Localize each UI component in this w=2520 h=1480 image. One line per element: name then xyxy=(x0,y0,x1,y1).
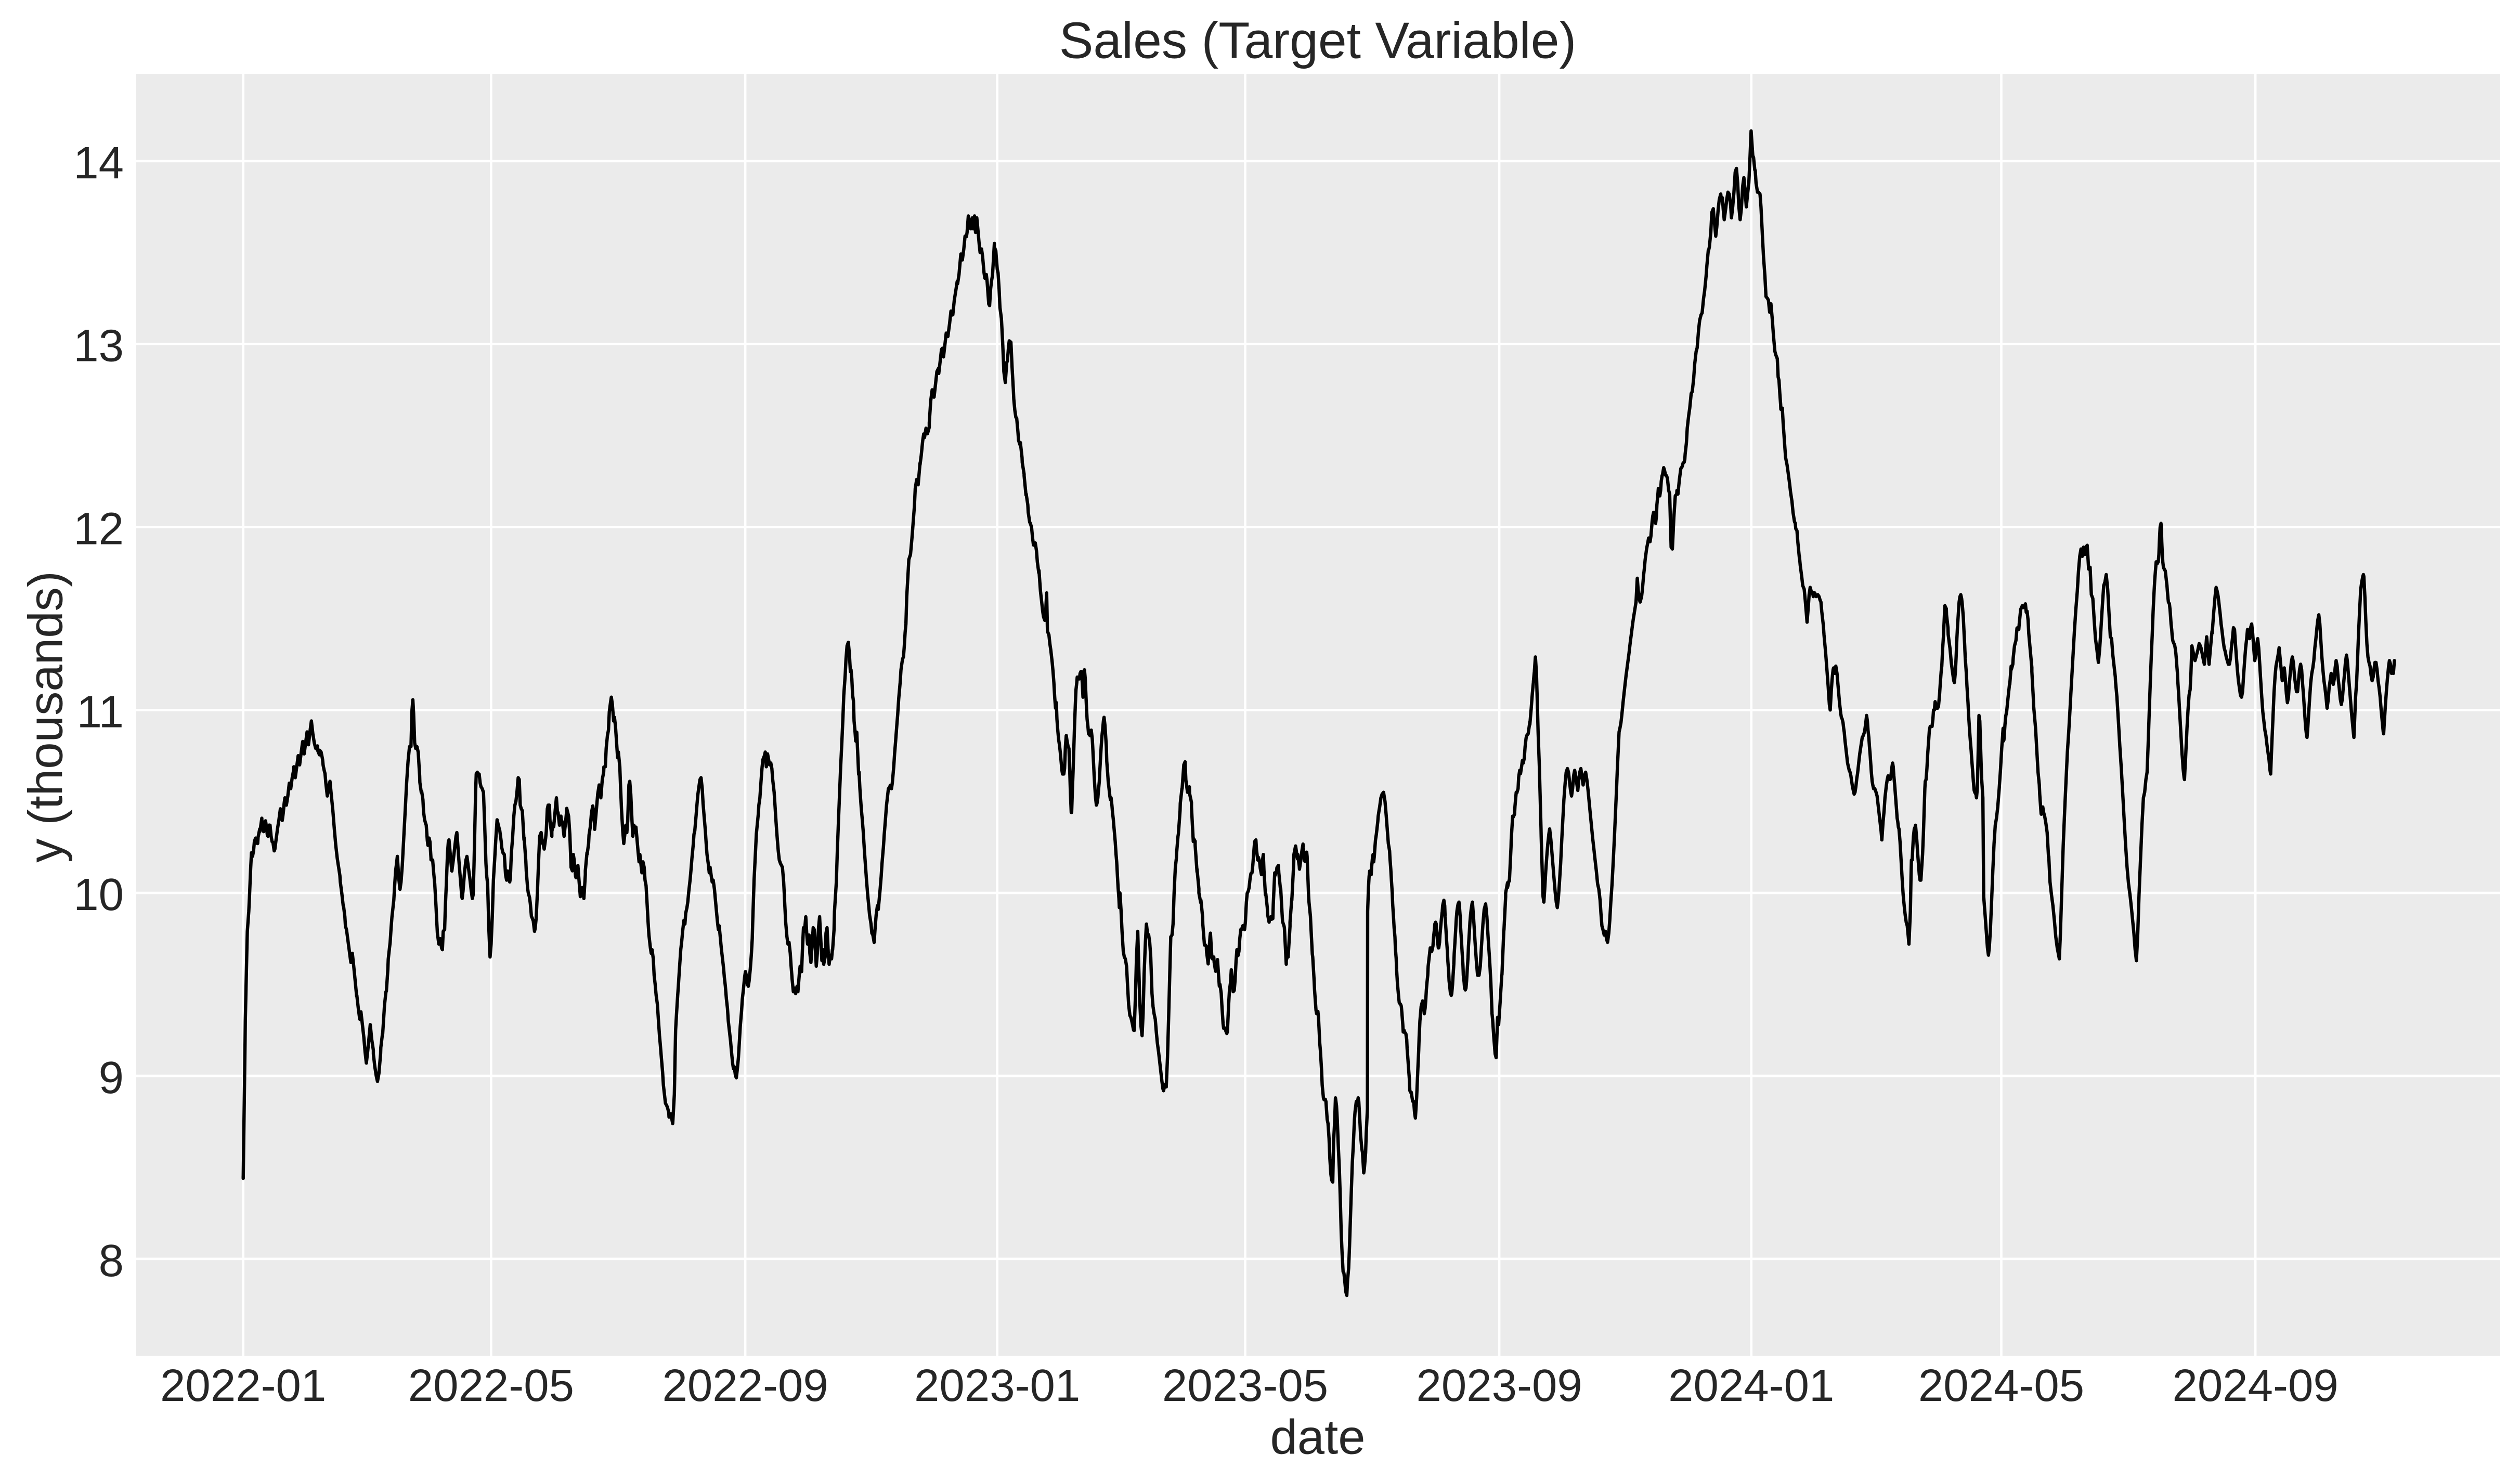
svg-text:Sales (Target Variable): Sales (Target Variable) xyxy=(1059,12,1577,69)
svg-text:14: 14 xyxy=(73,138,124,188)
svg-text:date: date xyxy=(1270,1409,1366,1464)
svg-text:2023-09: 2023-09 xyxy=(1416,1360,1582,1411)
svg-text:2024-05: 2024-05 xyxy=(1918,1360,2084,1411)
svg-text:2024-01: 2024-01 xyxy=(1668,1360,1834,1411)
svg-text:2022-09: 2022-09 xyxy=(662,1360,828,1411)
svg-text:2022-01: 2022-01 xyxy=(160,1360,326,1411)
svg-text:10: 10 xyxy=(73,869,124,920)
svg-text:12: 12 xyxy=(73,504,124,554)
svg-text:2022-05: 2022-05 xyxy=(408,1360,574,1411)
svg-text:9: 9 xyxy=(99,1053,124,1103)
svg-text:2024-09: 2024-09 xyxy=(2172,1360,2338,1411)
svg-text:2023-05: 2023-05 xyxy=(1162,1360,1328,1411)
svg-text:y (thousands): y (thousands) xyxy=(19,571,73,862)
svg-text:11: 11 xyxy=(77,686,124,737)
svg-text:8: 8 xyxy=(99,1236,124,1286)
svg-text:2023-01: 2023-01 xyxy=(914,1360,1080,1411)
svg-text:13: 13 xyxy=(73,321,124,371)
